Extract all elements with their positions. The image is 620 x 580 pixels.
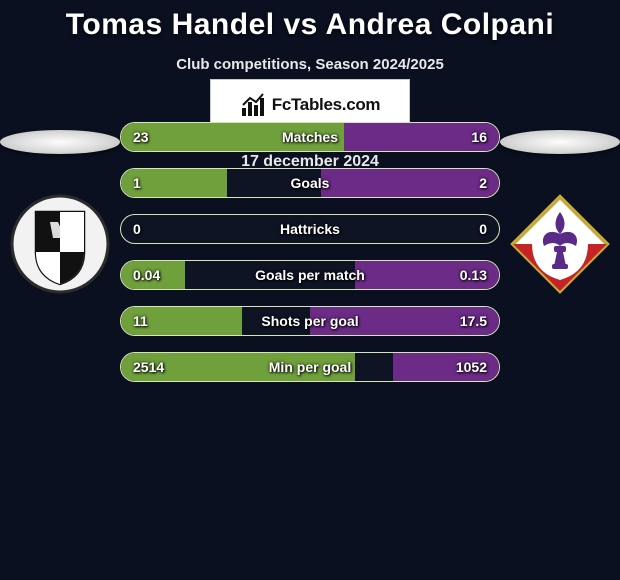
stat-value-left: 0.04 — [133, 267, 160, 283]
club-badge-right: AC — [510, 194, 610, 294]
stat-value-left: 2514 — [133, 359, 164, 375]
stat-value-right: 1052 — [456, 359, 487, 375]
stat-row: 0 0 Hattricks — [120, 214, 500, 244]
white-oval-left — [0, 130, 120, 154]
page-title: Tomas Handel vs Andrea Colpani — [0, 0, 620, 42]
stat-row: 23 16 Matches — [120, 122, 500, 152]
stat-value-right: 2 — [479, 175, 487, 191]
stat-value-left: 0 — [133, 221, 141, 237]
stat-row: 1 2 Goals — [120, 168, 500, 198]
stat-value-right: 17.5 — [460, 313, 487, 329]
stat-value-left: 23 — [133, 129, 149, 145]
fiorentina-icon: AC — [510, 194, 610, 294]
crest-left — [0, 130, 120, 294]
bar-right — [321, 169, 499, 197]
stat-value-right: 0.13 — [460, 267, 487, 283]
stat-value-right: 0 — [479, 221, 487, 237]
white-oval-right — [500, 130, 620, 154]
club-badge-left — [10, 194, 110, 294]
subtitle: Club competitions, Season 2024/2025 — [0, 56, 620, 73]
fctables-logo-icon — [240, 92, 266, 118]
stat-value-right: 16 — [471, 129, 487, 145]
stat-value-left: 11 — [133, 313, 148, 329]
brand-text: FcTables.com — [272, 95, 381, 115]
stat-label: Goals per match — [255, 267, 365, 283]
crest-right: AC — [500, 130, 620, 294]
vitoria-guimaraes-icon — [10, 194, 110, 294]
stat-label: Matches — [282, 129, 338, 145]
stat-row: 0.04 0.13 Goals per match — [120, 260, 500, 290]
stat-label: Goals — [291, 175, 330, 191]
stat-label: Hattricks — [280, 221, 340, 237]
stat-label: Min per goal — [269, 359, 351, 375]
stat-row: 2514 1052 Min per goal — [120, 352, 500, 382]
stat-label: Shots per goal — [261, 313, 358, 329]
stats-container: 23 16 Matches 1 2 Goals 0 0 Hattricks 0.04 0.13 Goa… — [120, 122, 500, 398]
stat-value-left: 1 — [133, 175, 141, 191]
stat-row: 11 17.5 Shots per goal — [120, 306, 500, 336]
svg-text:AC: AC — [554, 270, 566, 279]
